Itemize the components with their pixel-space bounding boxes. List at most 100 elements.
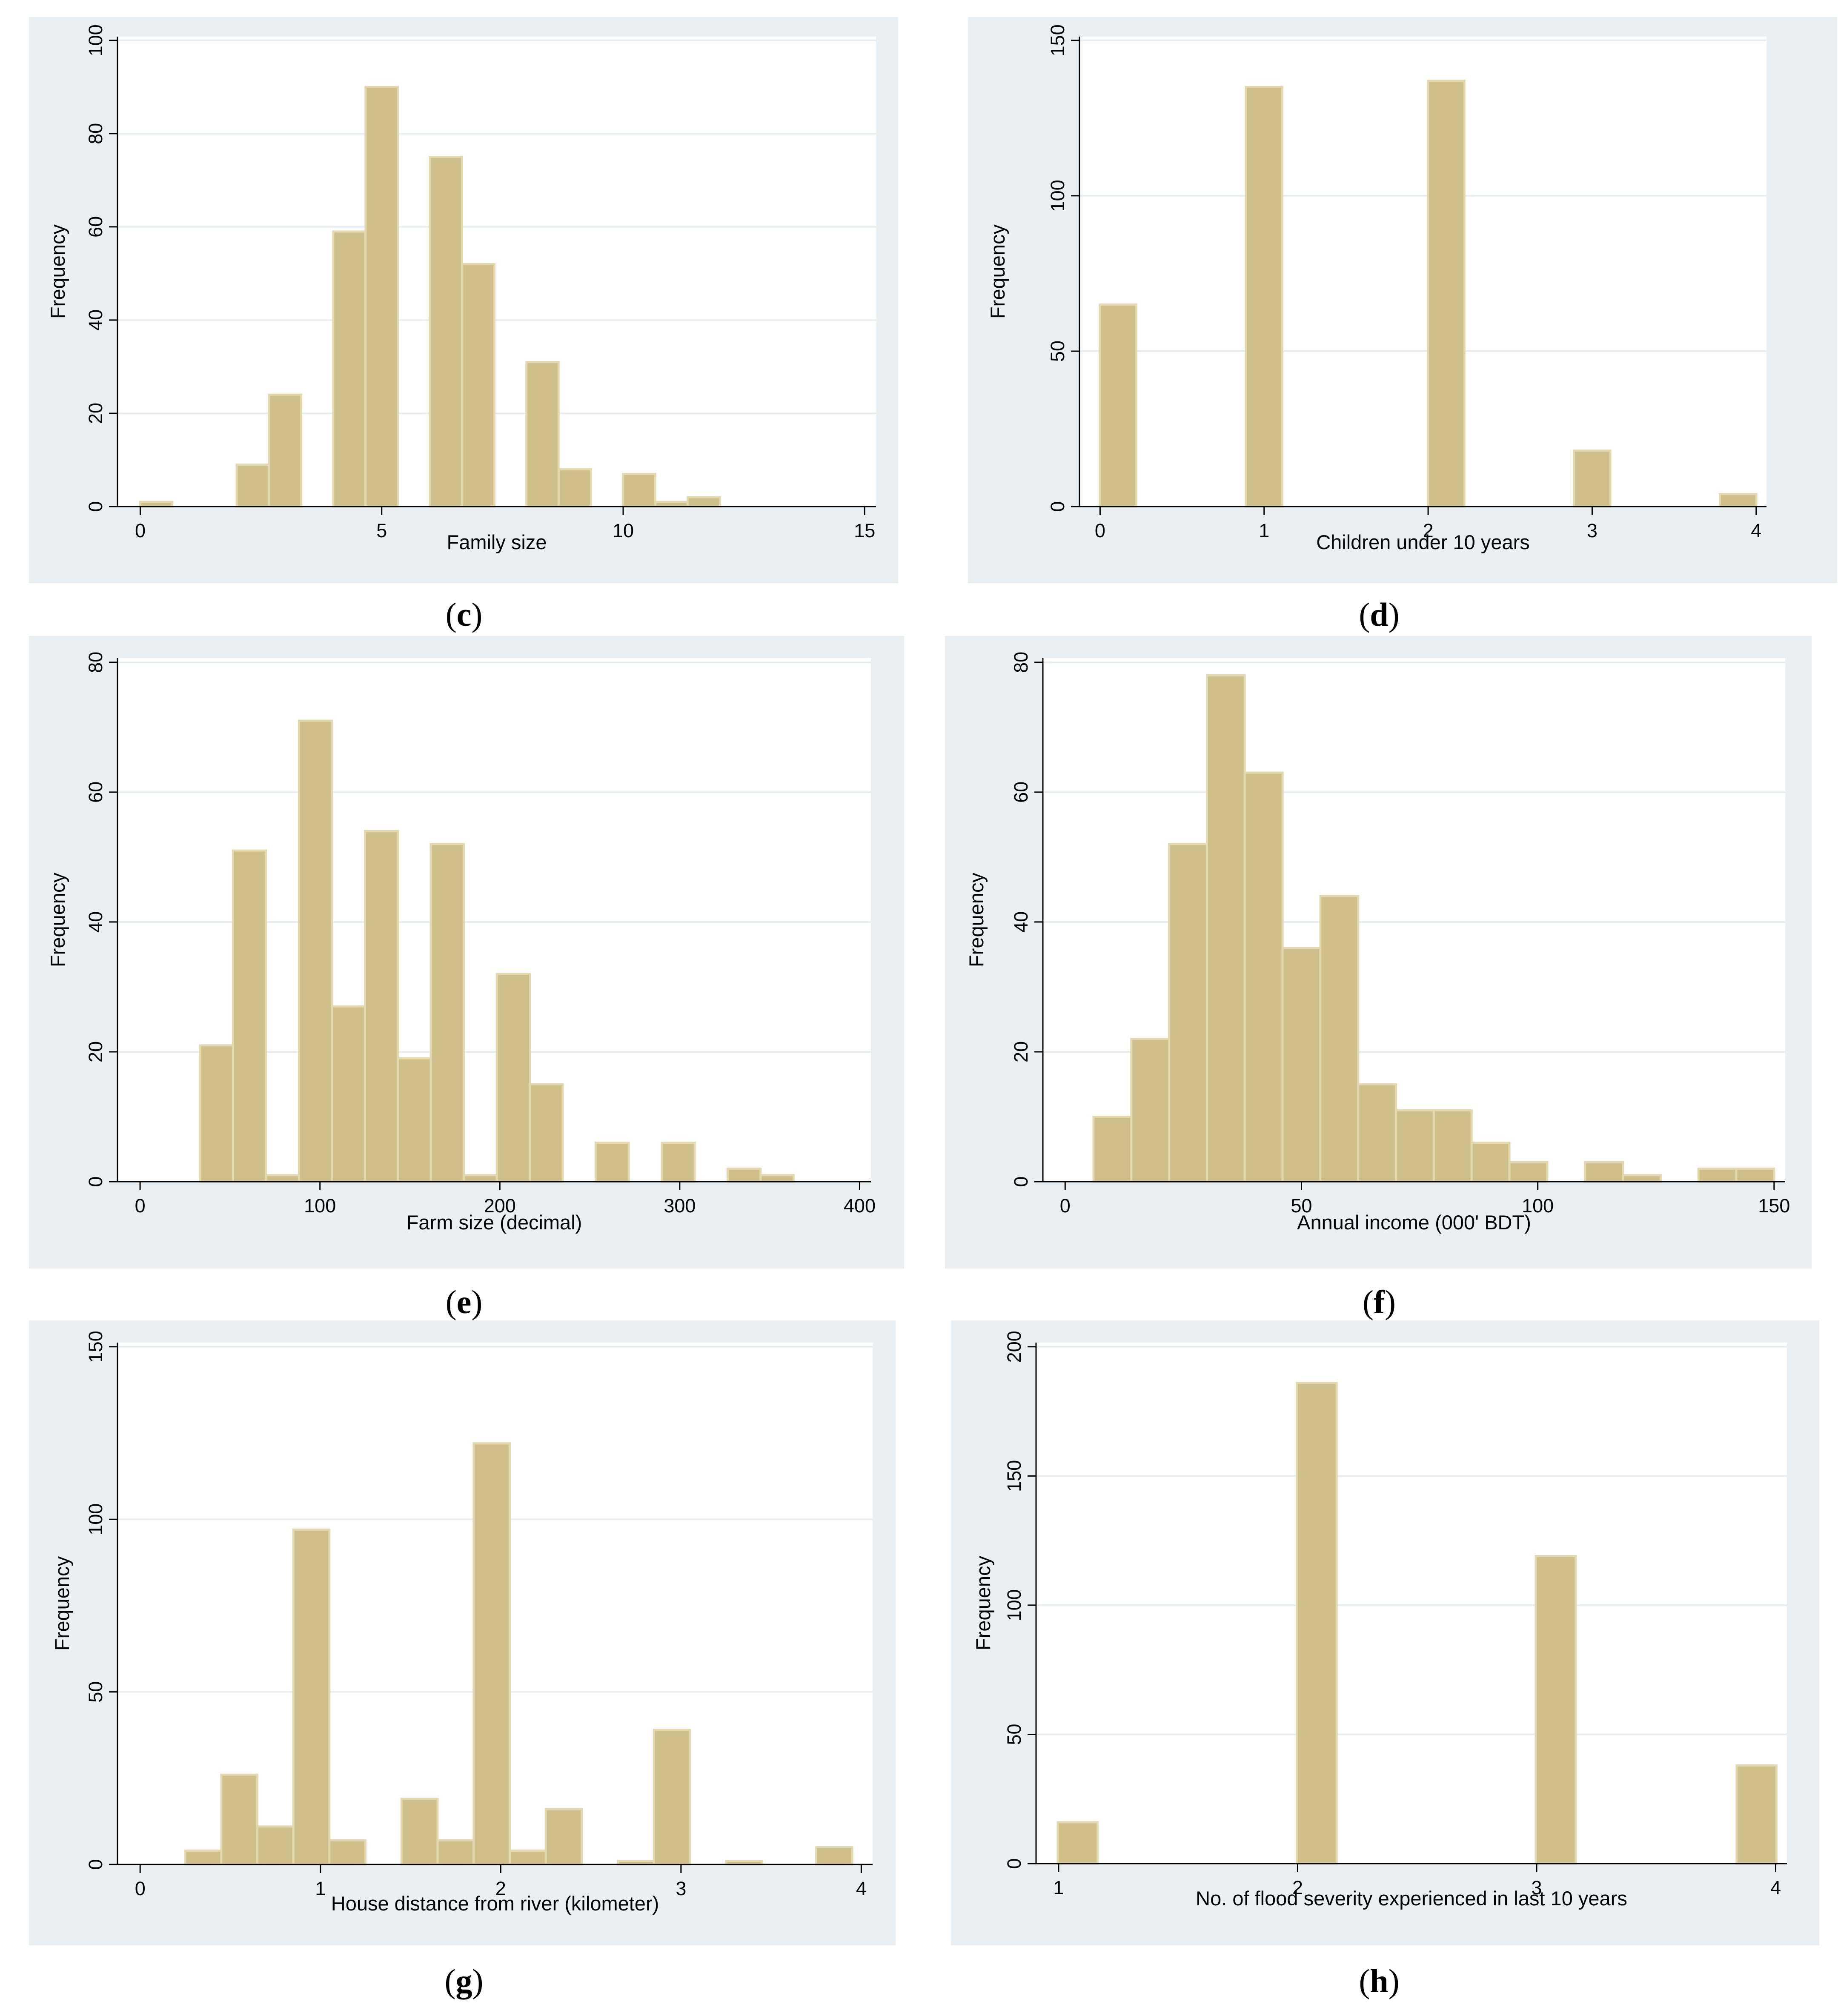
histogram-bar [436,1839,475,1866]
plot-area [1079,37,1766,507]
histogram-bar [1735,1764,1778,1865]
histogram-bar [595,1141,630,1183]
x-tick-label: 200 [484,1195,516,1217]
histogram-bar [1427,80,1466,508]
histogram-bar [1281,947,1322,1183]
histogram-bar [661,1141,696,1183]
y-tick-label: 20 [85,1041,106,1062]
y-axis-title: Frequency [46,872,69,967]
y-tick-label: 40 [1010,911,1032,933]
x-tick-label: 5 [376,520,387,541]
histogram-bar [1099,303,1138,508]
x-tick-label: 4 [1770,1877,1781,1899]
histogram-bar [1573,450,1612,508]
histogram-bar [1697,1167,1738,1183]
y-tick-label: 50 [1003,1724,1025,1745]
histogram-bar [654,501,689,508]
histogram-bar [1357,1083,1397,1183]
x-axis-title: House distance from river (kilometer) [331,1892,659,1915]
x-tick-label: 0 [135,1195,146,1217]
histogram-bar [759,1174,795,1183]
panel-g: 0 50 100 150 0 1 2 3 4 House distance from river … [29,1320,896,1999]
histogram-bar [298,719,333,1183]
x-tick-label: 50 [1291,1195,1312,1217]
histogram-bar [1535,1555,1577,1865]
x-tick-label: 100 [304,1195,336,1217]
histogram-bar [220,1773,259,1866]
histogram-bar [184,1850,223,1866]
panel-f: 0 20 40 60 80 0 50 100 150 Annual income (000' BD… [945,636,1812,1320]
x-tick-label: 4 [856,1878,867,1899]
histogram-bar [1395,1109,1435,1183]
x-axis-title: Family size [447,531,547,553]
x-tick-label: 150 [1758,1195,1790,1217]
histogram-bar [1584,1161,1624,1183]
histogram-bar [364,86,399,508]
panel-caption: (h) [1359,1962,1399,1999]
histogram-bar [525,361,560,508]
histogram-bar [1243,771,1284,1183]
y-tick-label: 80 [85,652,106,673]
y-tick-label: 80 [1010,652,1032,673]
y-tick-label: 20 [1010,1041,1032,1062]
y-tick-label: 100 [85,24,106,56]
histogram-bar [1168,843,1208,1183]
x-tick-label: 0 [135,520,146,541]
plot-area [1036,1343,1787,1864]
y-axis-title: Frequency [972,1555,994,1650]
histogram-bar [256,1825,295,1866]
histogram-bar [544,1808,583,1866]
x-axis-title: Annual income (000' BDT) [1297,1211,1531,1234]
histogram-bar [397,1057,432,1183]
histogram-bar [495,973,531,1183]
histogram-bar [235,463,270,508]
x-tick-label: 2 [1292,1877,1303,1899]
histogram-bar [1296,1382,1338,1865]
histogram-bar [429,156,463,508]
histogram-bar [1319,895,1360,1183]
x-tick-label: 0 [1095,520,1105,541]
histogram-bar [139,501,174,508]
x-tick-label: 0 [135,1878,146,1899]
x-tick-label: 400 [844,1195,876,1217]
histogram-bar [265,1174,301,1183]
histogram-bar [1432,1109,1473,1183]
y-axis-title: Frequency [965,872,988,967]
histogram-bar [1092,1115,1133,1183]
histogram-bar [331,1005,366,1183]
histogram-bar [1719,493,1758,508]
y-tick-label: 0 [1010,1176,1032,1187]
x-tick-label: 0 [1060,1195,1071,1217]
x-tick-label: 2 [495,1878,506,1899]
x-axis-title: No. of flood severity experienced in las… [1196,1887,1627,1910]
histogram-bar [328,1839,367,1866]
histogram-bar [292,1529,331,1866]
y-tick-label: 60 [85,782,106,803]
x-tick-label: 3 [1587,520,1598,541]
panel-h: 0 50 100 150 200 1 2 3 4 No. of flood severity ex… [951,1320,1819,1999]
y-tick-label: 40 [85,911,106,933]
histogram-bar [687,496,721,508]
x-tick-label: 300 [664,1195,696,1217]
x-tick-label: 2 [1423,520,1434,541]
histogram-bar [199,1044,234,1183]
y-axis-title: Frequency [51,1556,73,1651]
y-tick-label: 60 [85,216,106,238]
histogram-bar [1205,674,1246,1183]
histogram-bar [332,230,367,508]
histogram-bar [268,393,303,508]
histogram-bar [429,843,465,1183]
y-tick-label: 0 [85,1176,106,1187]
x-tick-label: 3 [676,1878,686,1899]
histogram-bar [461,263,495,508]
x-axis-title: Children under 10 years [1316,531,1530,553]
y-tick-label: 60 [1010,782,1032,803]
y-tick-label: 80 [85,123,106,144]
panel-d: 0 50 100 150 0 1 2 3 4 Children under 10 years Fre… [968,17,1837,633]
histogram-bar [1508,1161,1549,1183]
y-tick-label: 0 [85,501,106,512]
histogram-bar [1735,1167,1775,1183]
histogram-bar [529,1083,564,1183]
x-tick-label: 100 [1522,1195,1554,1217]
y-axis-title: Frequency [46,224,69,319]
